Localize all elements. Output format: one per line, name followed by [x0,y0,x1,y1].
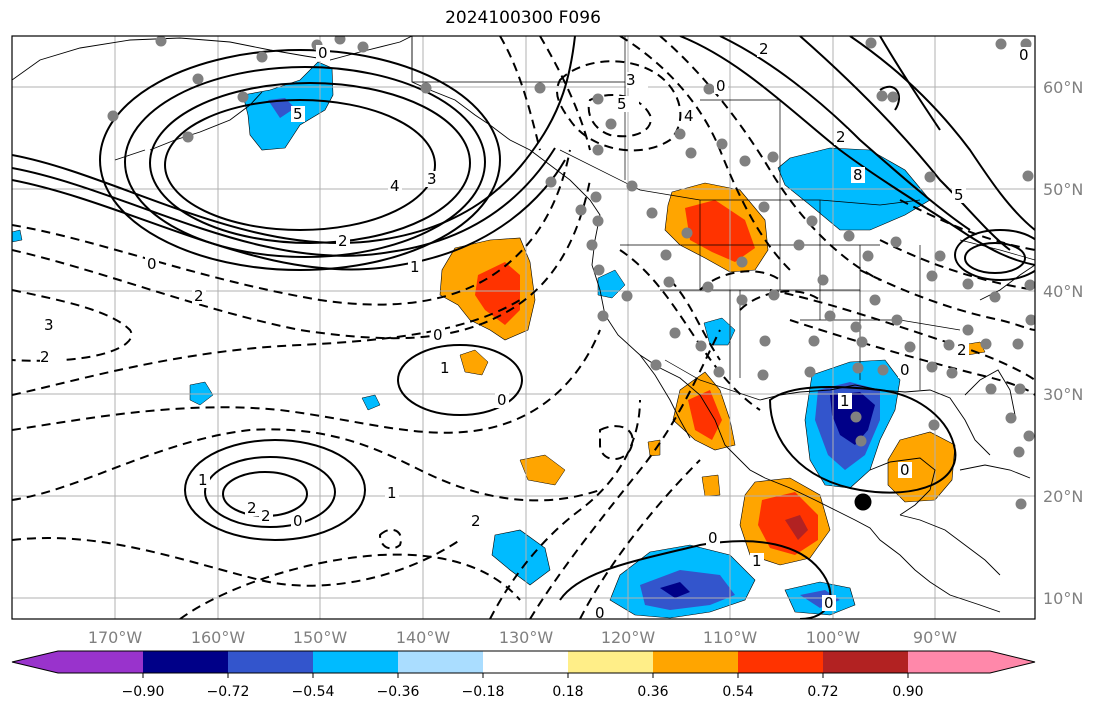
lon-label: 100°W [806,628,861,647]
lon-label: 130°W [499,628,554,647]
black-point-marker [854,493,872,511]
contour-labels: 0 5 4 3 2 1 0 2 3 2 0 1 0 1 2 2 0 1 2 0 … [40,40,1031,622]
contour-label: 5 [617,95,627,113]
colorbar: −0.90 −0.72 −0.54 −0.36 −0.18 0.18 0.36 … [11,650,1036,700]
contour-label: 4 [684,107,694,125]
contour-label: 0 [318,44,328,62]
colorbar-segment [228,651,313,673]
lon-label: 120°W [601,628,656,647]
colorbar-arrow-right [990,651,1035,673]
colorbar-tick-label: 0.72 [807,684,838,700]
colorbar-tick-label: −0.18 [462,684,505,700]
colorbar-segment [143,651,228,673]
contour-label: 1 [198,471,208,489]
lon-label: 150°W [293,628,348,647]
colorbar-segment [568,651,653,673]
lat-label: 30°N [1043,385,1083,404]
lat-label: 50°N [1043,180,1083,199]
lat-label: 20°N [1043,487,1083,506]
colorbar-tick-label: 0.18 [552,684,583,700]
colorbar-segment [738,651,823,673]
contour-label: 0 [595,604,605,622]
contour-label: 5 [293,105,303,123]
lat-label: 40°N [1043,282,1083,301]
coastlines [12,36,1035,613]
contour-label: 2 [40,348,50,366]
lon-label: 160°W [191,628,246,647]
contour-label: 2 [194,287,204,305]
solid-contours [12,36,1035,619]
longitude-labels: 170°W 160°W 150°W 140°W 130°W 120°W 110°… [88,628,957,647]
colorbar-tick-label: −0.54 [292,684,335,700]
contour-label: 0 [716,77,726,95]
colorbar-tick-label: 0.90 [892,684,923,700]
contour-label: 2 [261,507,271,525]
contour-label: 2 [471,512,481,530]
lat-label: 60°N [1043,78,1083,97]
contour-label: 3 [427,170,437,188]
colorbar-segment [398,651,483,673]
contour-label: 4 [390,177,400,195]
contour-label: 0 [900,361,910,379]
contour-label: 1 [440,359,450,377]
station-markers [107,36,1035,510]
contour-label: 0 [824,594,834,612]
latitude-labels: 60°N 50°N 40°N 30°N 20°N 10°N [1043,78,1083,608]
lon-label: 110°W [703,628,758,647]
contour-label: 2 [338,232,348,250]
contour-label: 3 [44,316,54,334]
contour-label: 8 [853,166,863,184]
lon-label: 140°W [396,628,451,647]
contour-label: 0 [900,461,910,479]
colorbar-segment [483,651,568,673]
colorbar-tick-label: −0.72 [207,684,250,700]
gridlines [12,36,1035,619]
colorbar-segment [313,651,398,673]
contour-label: 0 [293,512,303,530]
contour-label: 1 [752,552,762,570]
colorbar-tick-label: −0.90 [122,684,165,700]
contour-label: 1 [387,484,397,502]
contour-label: 0 [433,326,443,344]
colorbar-segment [823,651,908,673]
contour-label: 1 [840,392,850,410]
contour-label: 0 [147,255,157,273]
contour-label: 5 [954,186,964,204]
lat-label: 10°N [1043,589,1083,608]
colorbar-segment [908,651,990,673]
map-area: 0 5 4 3 2 1 0 2 3 2 0 1 0 1 2 2 0 1 2 0 … [12,36,1035,622]
contour-label: 0 [708,529,718,547]
colorbar-tick-label: 0.54 [722,684,753,700]
colorbar-segment [58,651,143,673]
map-frame [11,35,1036,620]
contour-label: 2 [759,40,769,58]
contour-label: 2 [247,499,257,517]
colorbar-arrow-left [12,651,58,673]
lon-label: 170°W [88,628,143,647]
contour-label: 0 [497,391,507,409]
dashed-contours [12,36,1035,619]
contour-label: 1 [410,258,420,276]
colorbar-segment [653,651,738,673]
colorbar-tick-label: −0.36 [377,684,420,700]
lon-label: 90°W [913,628,957,647]
contour-label: 2 [957,341,967,359]
map-title: 2024100300 F096 [445,8,601,28]
contour-label: 0 [1019,46,1029,64]
contour-label: 3 [626,71,636,89]
contour-label: 2 [836,128,846,146]
colorbar-tick-label: 0.36 [637,684,668,700]
